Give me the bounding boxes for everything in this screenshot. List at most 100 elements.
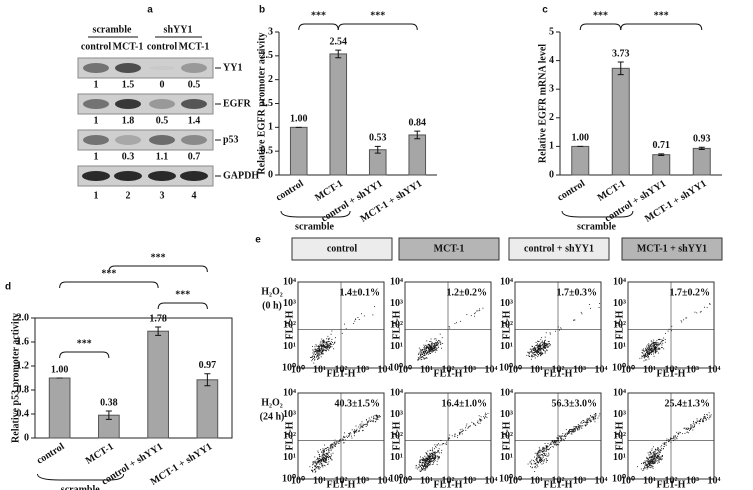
event-dot [544,347,546,349]
event-dot [703,417,705,419]
event-dot [538,340,540,342]
event-dot [436,464,438,466]
event-dot [320,459,322,461]
event-dot [361,421,363,423]
event-dot [367,422,369,423]
event-dot [331,346,333,348]
event-dot [319,462,321,464]
event-dot [310,357,311,358]
event-dot [655,344,657,346]
event-dot [318,458,320,459]
event-dot [327,343,329,345]
event-dot [653,451,655,453]
event-dot [333,445,335,447]
event-dot [546,344,548,346]
event-dot [330,341,332,343]
event-dot [545,450,547,452]
event-dot [541,448,543,450]
event-dot [649,452,651,454]
event-dot [637,466,638,468]
y-tick-label: 10⁰ [499,362,513,373]
event-dot [465,425,467,427]
event-dot [663,446,665,447]
event-dot [549,343,551,345]
event-dot [350,435,352,437]
event-dot [433,459,435,461]
event-dot [340,438,342,440]
event-dot [425,346,427,348]
event-dot [319,349,320,351]
panel-letter: d [5,282,11,293]
event-dot [419,456,421,458]
event-dot [372,418,374,420]
event-dot [442,343,444,344]
event-dot [579,425,581,427]
event-dot [536,461,538,463]
event-dot [536,456,538,458]
event-dot [323,341,325,342]
event-dot [659,338,661,340]
event-dot [322,458,324,459]
event-dot [317,356,319,358]
event-dot [545,445,547,446]
event-dot [643,355,645,357]
event-dot [700,420,702,422]
event-dot [535,462,537,464]
event-dot [323,460,325,462]
event-dot [328,450,329,452]
event-dot [375,415,377,417]
event-dot [327,349,329,350]
event-dot [332,447,334,449]
event-dot [700,418,702,420]
event-dot [471,421,473,423]
blot-band [148,171,176,181]
event-dot [427,459,429,461]
event-dot [437,455,439,457]
event-dot [435,452,437,453]
event-dot [557,438,559,440]
event-dot [432,348,434,350]
event-dot [544,449,546,451]
event-dot [652,452,654,454]
event-dot [321,465,323,467]
event-dot [653,343,654,344]
event-dot [557,437,559,439]
event-dot [317,345,319,347]
event-dot [538,450,539,452]
event-dot [358,426,360,428]
event-dot [418,467,420,469]
event-dot [649,463,651,465]
event-dot [540,346,542,348]
event-dot [429,344,431,346]
event-dot [366,421,368,423]
event-dot [318,346,320,348]
band-quant: 0.5 [156,115,169,126]
event-dot [433,461,435,463]
event-dot [534,463,536,464]
event-dot [539,459,541,461]
event-dot [424,462,426,464]
event-dot [649,353,651,355]
event-dot [599,413,601,415]
x-tick-label: 10⁴ [378,364,391,375]
event-dot [552,440,554,442]
event-dot [362,424,364,426]
error-bar [658,153,665,157]
event-dot [461,428,463,430]
event-dot [318,345,320,347]
event-dot [325,455,326,457]
event-dot [561,440,563,442]
event-dot [654,345,656,347]
event-dot [474,424,476,426]
event-dot [530,462,532,464]
event-dot [351,437,353,439]
event-dot [433,344,435,346]
event-dot [434,344,436,346]
event-dot [593,416,595,418]
event-dot [321,351,323,353]
event-dot [662,340,664,341]
event-dot [587,419,589,421]
event-dot [317,351,319,353]
event-dot [655,449,656,451]
event-dot [431,453,433,455]
